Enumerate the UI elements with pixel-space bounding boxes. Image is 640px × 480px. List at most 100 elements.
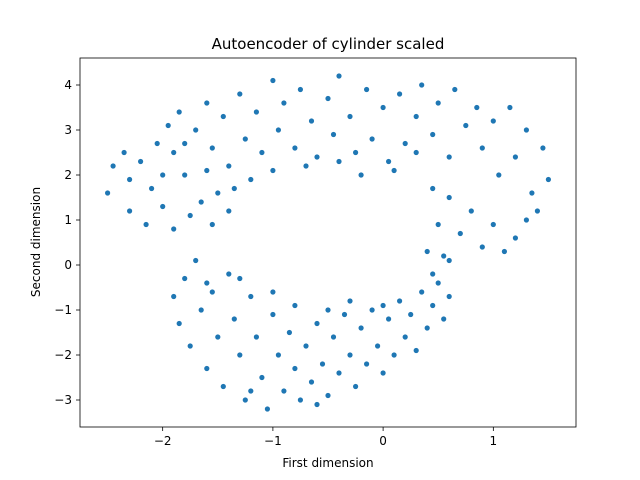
scatter-point xyxy=(435,280,441,286)
scatter-point xyxy=(121,149,127,156)
scatter-point xyxy=(358,172,364,178)
scatter-point xyxy=(297,86,303,93)
scatter-point xyxy=(424,325,430,331)
scatter-point xyxy=(127,208,133,214)
scatter-point xyxy=(275,352,281,358)
scatter-point xyxy=(408,311,414,318)
scatter-point xyxy=(435,100,441,106)
scatter-point xyxy=(358,325,364,331)
scatter-point xyxy=(275,127,281,133)
scatter-point xyxy=(512,235,519,241)
scatter-point xyxy=(430,271,436,277)
scatter-point xyxy=(264,406,270,412)
scatter-point xyxy=(154,140,160,147)
scatter-point xyxy=(292,365,298,372)
scatter-point xyxy=(270,311,276,318)
scatter-point xyxy=(468,208,474,214)
y-tick-label: 2 xyxy=(64,168,72,182)
scatter-point xyxy=(336,158,342,165)
chart-title: Autoencoder of cylinder scaled xyxy=(212,35,445,53)
scatter-point xyxy=(204,167,210,174)
scatter-point xyxy=(242,136,248,142)
scatter-point xyxy=(253,109,259,115)
scatter-point xyxy=(209,289,215,295)
scatter-point xyxy=(325,392,331,399)
scatter-point xyxy=(336,370,342,376)
scatter-point xyxy=(314,154,320,160)
scatter-point xyxy=(452,86,458,93)
scatter-point xyxy=(330,334,337,340)
scatter-point xyxy=(209,145,215,151)
y-tick-label: 0 xyxy=(64,258,72,272)
scatter-point xyxy=(380,104,386,111)
scatter-point xyxy=(297,397,303,403)
scatter-point xyxy=(187,343,193,349)
scatter-point xyxy=(353,149,359,156)
scatter-point xyxy=(380,302,386,309)
scatter-point xyxy=(446,257,452,264)
scatter-point xyxy=(341,311,348,318)
scatter-point xyxy=(193,257,199,264)
scatter-points xyxy=(105,73,552,412)
x-tick-label: 0 xyxy=(379,434,387,448)
scatter-point xyxy=(507,104,513,111)
scatter-point xyxy=(529,190,535,196)
x-tick-label: 1 xyxy=(490,434,498,448)
scatter-point xyxy=(270,77,276,84)
scatter-point xyxy=(430,185,436,192)
scatter-point xyxy=(457,230,463,237)
scatter-point xyxy=(413,347,419,354)
scatter-point xyxy=(430,131,436,138)
scatter-point xyxy=(237,91,243,97)
plot-frame xyxy=(79,57,577,428)
scatter-point xyxy=(413,113,419,120)
scatter-point xyxy=(143,221,149,228)
scatter-point xyxy=(490,118,496,124)
scatter-point xyxy=(303,163,309,169)
scatter-point xyxy=(176,320,182,327)
scatter-point xyxy=(237,352,243,358)
scatter-point xyxy=(347,113,353,120)
x-tick-label: −2 xyxy=(154,434,172,448)
scatter-point xyxy=(253,334,259,340)
scatter-point xyxy=(330,131,337,138)
scatter-point xyxy=(391,352,397,358)
scatter-point xyxy=(446,154,452,160)
scatter-point xyxy=(248,388,254,394)
scatter-point xyxy=(292,302,298,309)
scatter-point xyxy=(397,91,403,97)
scatter-point xyxy=(364,361,370,367)
scatter-point xyxy=(242,397,248,403)
y-axis-label: Second dimension xyxy=(29,187,43,297)
scatter-point xyxy=(182,172,188,178)
scatter-point xyxy=(259,149,265,156)
scatter-point xyxy=(419,82,425,88)
scatter-point xyxy=(248,176,254,183)
scatter-point xyxy=(319,361,326,367)
scatter-point xyxy=(248,293,254,300)
y-tick-label: −2 xyxy=(54,348,72,362)
scatter-point xyxy=(496,172,502,178)
scatter-point xyxy=(171,149,177,156)
scatter-point xyxy=(160,203,166,210)
y-tick-label: 3 xyxy=(64,123,72,137)
scatter-point xyxy=(419,289,425,295)
scatter-point xyxy=(105,190,111,196)
scatter-point xyxy=(160,172,166,178)
scatter-point xyxy=(534,208,541,214)
scatter-point xyxy=(198,307,204,313)
scatter-point xyxy=(441,316,447,322)
scatter-point xyxy=(226,208,232,214)
scatter-point xyxy=(308,118,315,124)
scatter-point xyxy=(303,343,309,349)
x-tick-label: −1 xyxy=(264,434,282,448)
scatter-point xyxy=(347,298,353,304)
scatter-point xyxy=(402,140,408,147)
scatter-point xyxy=(369,136,375,142)
scatter-point xyxy=(463,122,469,129)
y-tick-label: 4 xyxy=(64,78,72,92)
scatter-point xyxy=(430,302,436,309)
y-tick-label: 1 xyxy=(64,213,72,227)
scatter-point xyxy=(215,190,221,196)
scatter-point xyxy=(523,127,530,133)
